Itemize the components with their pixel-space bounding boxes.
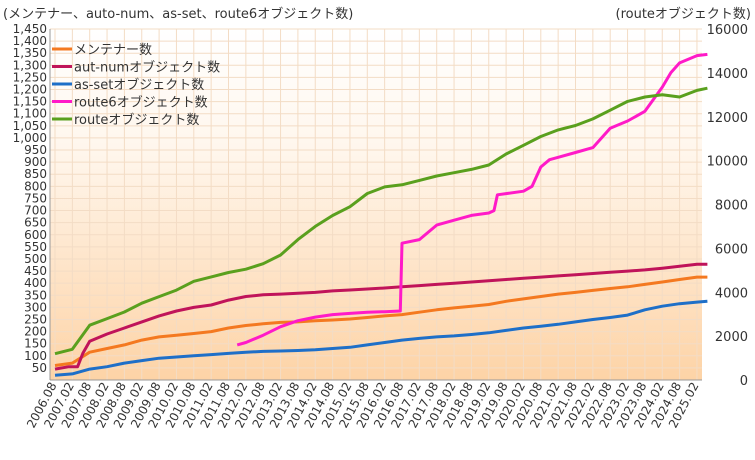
right-tick-label: 2000 xyxy=(715,330,748,345)
left-tick-label: 500 xyxy=(24,252,47,266)
legend-label: aut-numオブジェクト数 xyxy=(74,60,220,76)
x-axis-ticks: 2006.082007.022007.082008.022008.082009.… xyxy=(24,380,702,430)
left-tick-label: 1,150 xyxy=(13,95,47,109)
right-tick-label: 12000 xyxy=(707,111,748,126)
right-axis-label: (routeオブジェクト数) xyxy=(616,6,752,22)
left-tick-label: 1,400 xyxy=(13,34,47,48)
left-tick-label: 250 xyxy=(24,312,47,326)
left-tick-label: 1,050 xyxy=(13,119,47,133)
right-tick-label: 10000 xyxy=(707,155,748,170)
left-tick-label: 850 xyxy=(24,167,47,181)
series-line xyxy=(54,86,708,356)
left-tick-label: 300 xyxy=(24,300,47,314)
legend-label: メンテナー数 xyxy=(74,43,152,58)
legend-label: routeオブジェクト数 xyxy=(74,112,199,128)
right-tick-label: 8000 xyxy=(715,199,748,214)
left-tick-label: 1,350 xyxy=(13,46,47,60)
left-tick-label: 600 xyxy=(24,228,47,242)
legend-label: route6オブジェクト数 xyxy=(74,95,208,111)
left-tick-label: 1,300 xyxy=(13,58,47,72)
left-tick-label: 1,450 xyxy=(13,22,47,36)
left-tick-label: 100 xyxy=(24,349,47,363)
left-tick-label: 800 xyxy=(24,179,47,193)
left-tick-label: 1,000 xyxy=(13,131,47,145)
left-tick-label: 1,100 xyxy=(13,107,47,121)
right-tick-label: 0 xyxy=(740,374,748,389)
left-tick-label: 700 xyxy=(24,204,47,218)
left-tick-label: 200 xyxy=(24,325,47,339)
left-tick-label: 50 xyxy=(32,361,47,375)
left-tick-label: 650 xyxy=(24,216,47,230)
legend-label: as-setオブジェクト数 xyxy=(74,77,204,93)
series-line xyxy=(54,262,708,371)
right-axis-ticks: 0 2000 4000 6000 8000 10000 12000 14000 16000 xyxy=(707,23,748,389)
right-tick-label: 16000 xyxy=(707,23,748,38)
left-tick-label: 150 xyxy=(24,337,47,351)
left-tick-label: 550 xyxy=(24,240,47,254)
left-tick-label: 450 xyxy=(24,264,47,278)
right-tick-label: 14000 xyxy=(707,67,748,82)
left-tick-label: 400 xyxy=(24,276,47,290)
left-tick-label: 350 xyxy=(24,288,47,302)
left-tick-label: 750 xyxy=(24,191,47,205)
series-lines xyxy=(54,52,708,377)
series-line xyxy=(236,52,708,347)
chart-title: (メンテナー、auto-num、as-set、route6オブジェクト数) xyxy=(3,6,353,22)
right-tick-label: 4000 xyxy=(715,286,748,301)
left-tick-label: 950 xyxy=(24,143,47,157)
left-tick-label: 1,200 xyxy=(13,83,47,97)
left-tick-label: 900 xyxy=(24,155,47,169)
left-tick-label: 1,250 xyxy=(13,70,47,84)
left-axis-ticks: 5010015020025030035040045050055060065070… xyxy=(13,22,47,375)
series-line xyxy=(54,275,708,367)
right-tick-label: 6000 xyxy=(715,242,748,257)
series-line xyxy=(54,299,708,377)
